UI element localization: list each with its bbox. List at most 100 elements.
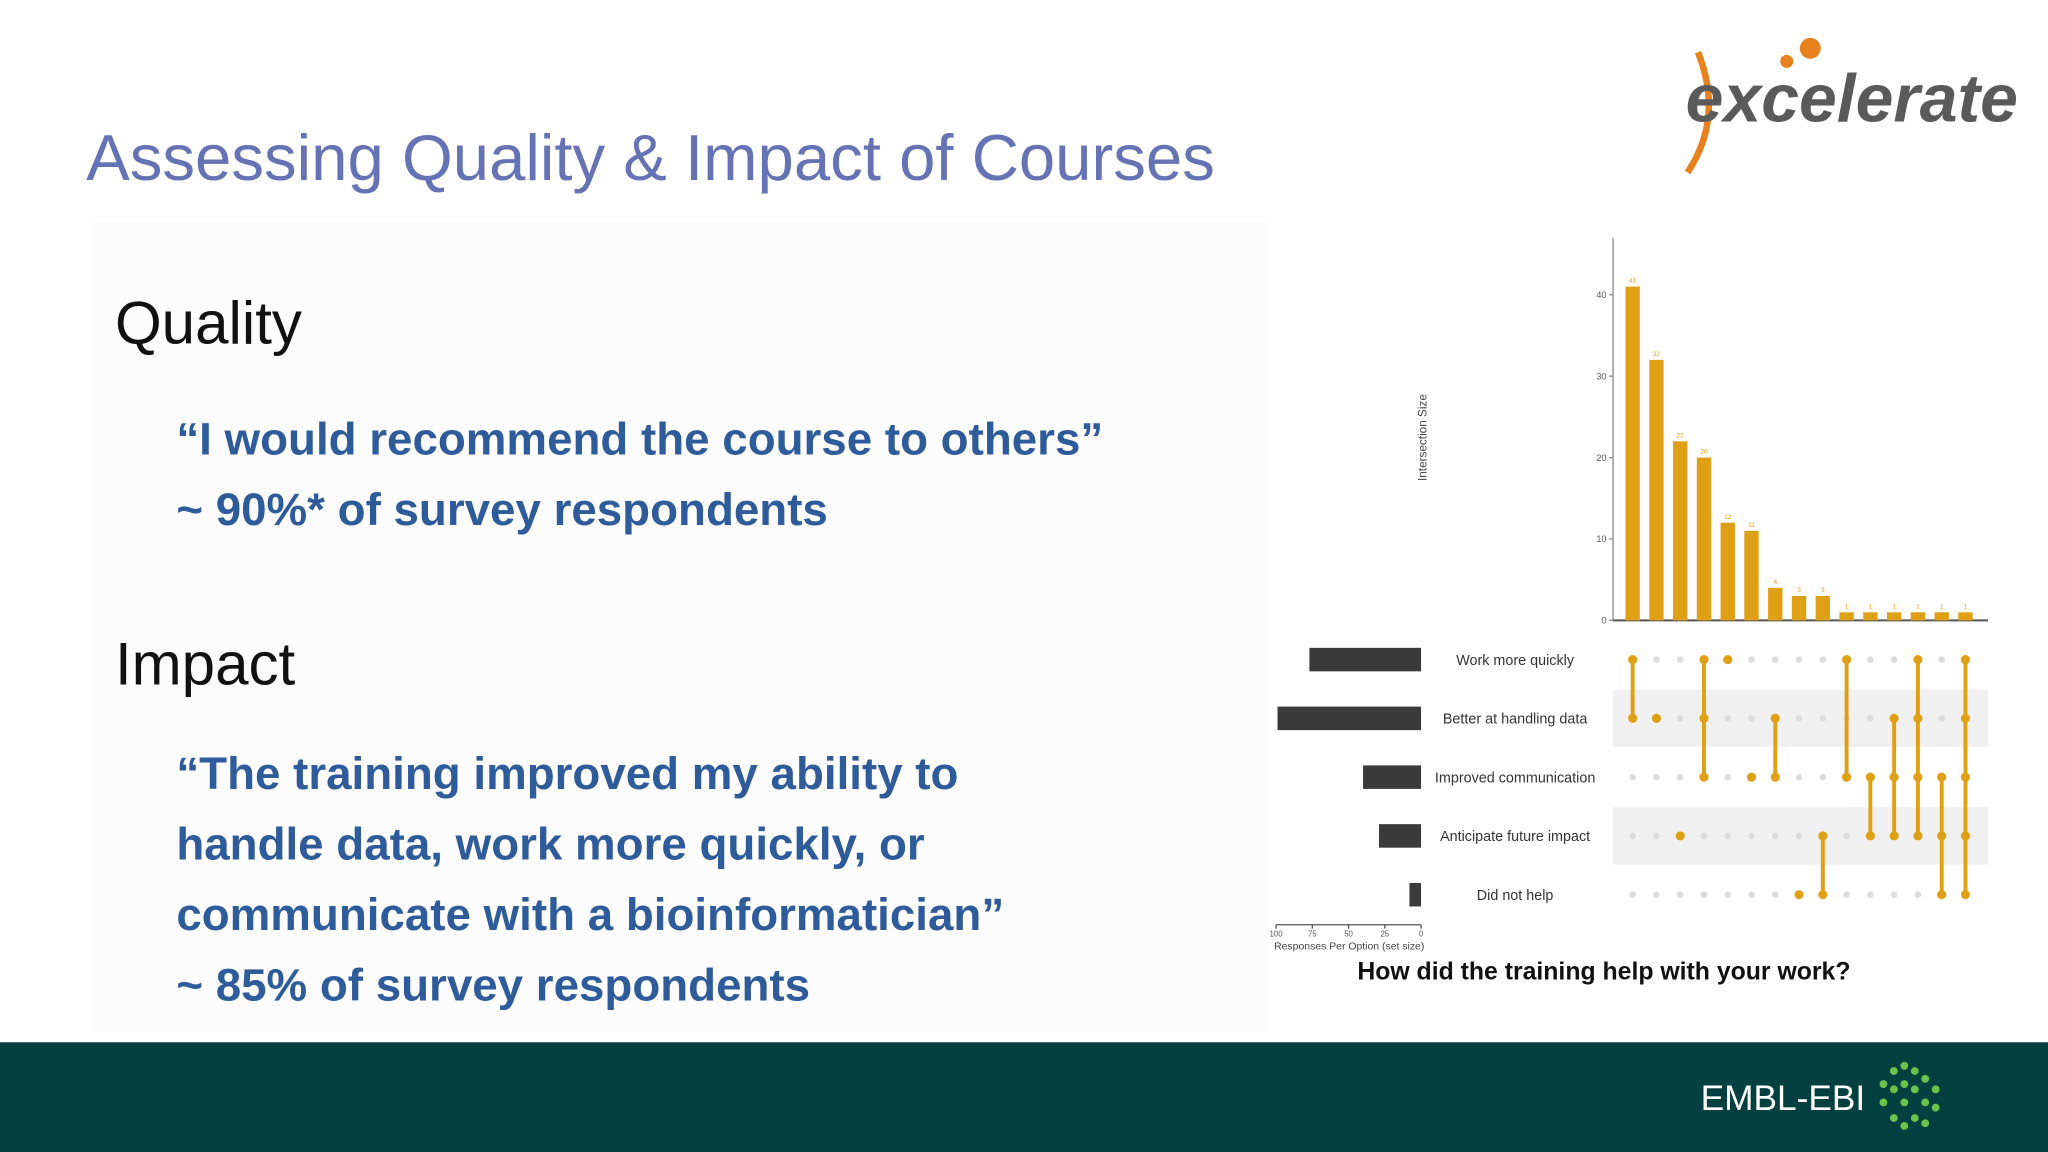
logo-dot (1799, 37, 1821, 59)
matrix-dot-empty (1676, 656, 1684, 663)
set-size-bar (1379, 824, 1422, 848)
intersection-bar (1839, 612, 1854, 621)
matrix-dot-empty (1819, 715, 1827, 722)
matrix-dot-empty (1795, 656, 1803, 663)
matrix-dot-empty (1795, 715, 1803, 722)
intersection-bar (1863, 612, 1878, 621)
matrix-dot-empty (1629, 891, 1636, 898)
matrix-dot-empty (1938, 715, 1945, 722)
matrix-dot (1699, 655, 1709, 665)
y-tick-label: 30 (1596, 371, 1606, 381)
matrix-dot (1865, 772, 1875, 782)
matrix-dot (1628, 655, 1638, 665)
matrix-dot (1651, 713, 1661, 723)
quote-line: “I would recommend the course to others” (176, 414, 1103, 465)
section-heading: Quality (115, 290, 302, 357)
matrix-dot (1937, 831, 1947, 841)
bar-value-label: 22 (1677, 432, 1685, 439)
intersection-bar (1815, 595, 1831, 621)
footer-band (0, 1042, 2048, 1152)
set-size-bar (1409, 882, 1422, 907)
matrix-dot (1675, 831, 1685, 841)
set-label: Did not help (1477, 888, 1554, 904)
matrix-dot (1746, 772, 1757, 782)
set-size-bar (1363, 765, 1422, 789)
y-tick-label: 20 (1596, 453, 1606, 463)
matrix-dot (1628, 713, 1638, 723)
matrix-dot-empty (1843, 832, 1850, 840)
matrix-dot-empty (1772, 656, 1779, 663)
matrix-dot (1842, 772, 1852, 782)
bar-value-label: 3 (1821, 587, 1825, 594)
matrix-dot-empty (1938, 656, 1945, 663)
intersection-bar (1625, 286, 1640, 621)
matrix-dot-empty (1653, 891, 1660, 898)
matrix-dot (1960, 772, 1971, 782)
matrix-dot (1723, 655, 1733, 665)
matrix-dot-empty (1748, 656, 1755, 663)
matrix-dot (1770, 772, 1780, 782)
set-axis-label: Responses Per Option (set size) (1274, 942, 1424, 953)
logo-swoosh (1684, 51, 1713, 175)
bar-value-label: 1 (1892, 603, 1896, 610)
set-label: Work more quickly (1456, 653, 1575, 669)
set-size-bar (1277, 706, 1422, 731)
matrix-dot (1960, 831, 1971, 841)
logo-text: excelerate (1686, 61, 2018, 136)
bar-value-label: 1 (1869, 603, 1873, 610)
matrix-dot (1889, 772, 1899, 782)
matrix-dot-empty (1890, 891, 1898, 898)
matrix-dot-empty (1653, 656, 1660, 663)
set-label: Improved communication (1435, 770, 1595, 786)
intersection-bar (1791, 595, 1807, 621)
y-axis-label: Intersection Size (1416, 394, 1429, 481)
set-label: Anticipate future impact (1440, 829, 1590, 845)
quote-line: “The training improved my ability to (176, 748, 958, 799)
matrix-dot (1960, 655, 1971, 665)
matrix-dot (1865, 831, 1875, 841)
quote-line: handle data, work more quickly, or (176, 818, 925, 869)
matrix-dot-empty (1700, 832, 1708, 840)
matrix-dot (1770, 713, 1780, 723)
matrix-dot (1913, 713, 1923, 723)
quote-line: ~ 85% of survey respondents (176, 959, 810, 1010)
matrix-dot-empty (1867, 656, 1874, 663)
matrix-dot-empty (1748, 715, 1755, 722)
matrix-dot (1960, 713, 1971, 723)
y-tick-label: 0 (1601, 616, 1606, 626)
set-tick-label: 0 (1419, 929, 1424, 938)
intersection-bar (1696, 457, 1712, 621)
matrix-dot-empty (1914, 891, 1922, 898)
bar-value-label: 4 (1773, 579, 1777, 586)
quote-line: ~ 90%* of survey respondents (176, 484, 828, 535)
matrix-dot-empty (1629, 832, 1636, 840)
matrix-dot-empty (1676, 773, 1684, 781)
matrix-dot-empty (1748, 832, 1755, 840)
intersection-bar (1768, 587, 1783, 621)
intersection-bar (1673, 441, 1688, 621)
matrix-dot (1699, 713, 1709, 723)
quote-line: communicate with a bioinformatician” (176, 889, 1004, 940)
matrix-dot-empty (1653, 773, 1660, 781)
matrix-dot-empty (1795, 832, 1803, 840)
matrix-dot-empty (1772, 891, 1779, 898)
bar-value-label: 1 (1845, 603, 1849, 610)
matrix-dot-empty (1724, 773, 1732, 781)
set-tick-label: 25 (1380, 929, 1389, 938)
matrix-dot-empty (1819, 656, 1827, 663)
matrix-dot (1937, 772, 1947, 782)
matrix-dot-empty (1724, 891, 1732, 898)
matrix-dot (1842, 655, 1852, 665)
content-panel (91, 222, 1267, 1032)
logo-dot (1780, 54, 1794, 68)
matrix-dot-empty (1795, 773, 1803, 781)
matrix-dot (1960, 890, 1971, 900)
intersection-bar (1958, 612, 1973, 621)
slide-title: Assessing Quality & Impact of Courses (86, 121, 1215, 194)
matrix-dot (1699, 772, 1709, 782)
bar-value-label: 11 (1748, 522, 1755, 529)
matrix-dot (1818, 890, 1828, 900)
set-tick-label: 100 (1270, 929, 1284, 938)
